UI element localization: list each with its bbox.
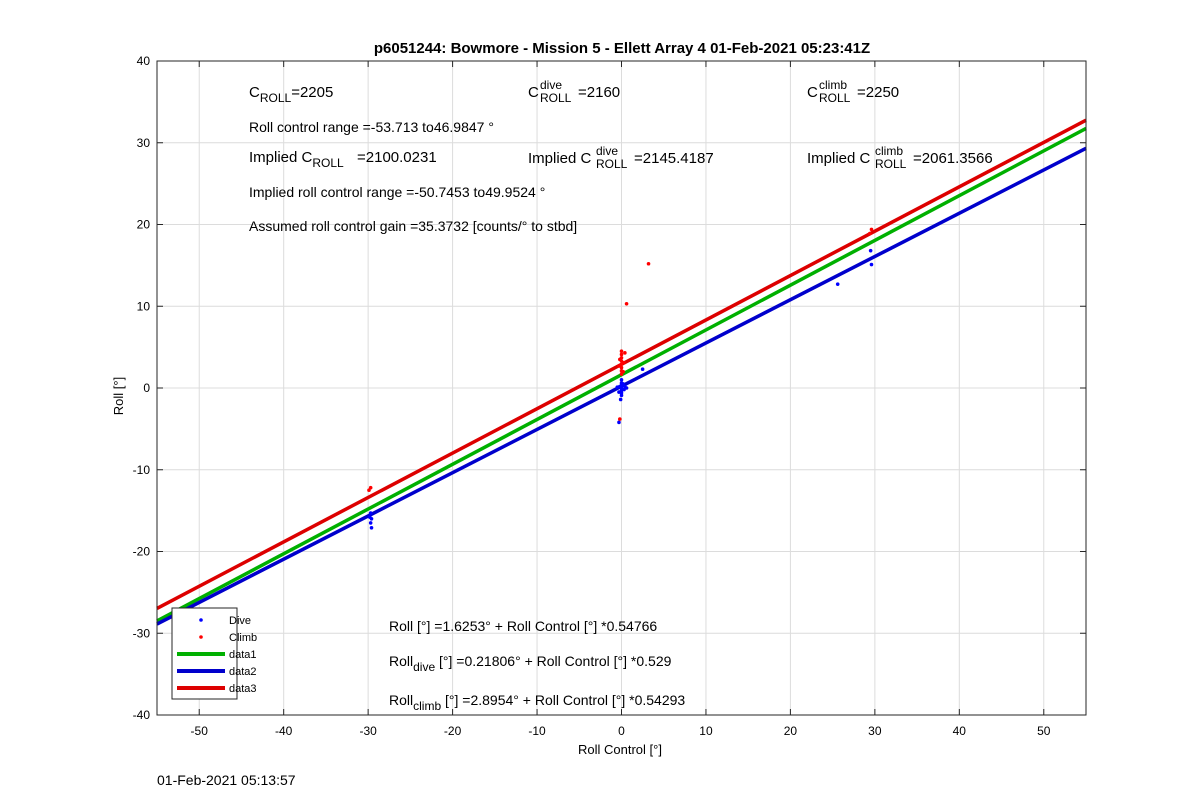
axis-ticks: -50 -40 -30 -20 -10 0 10 20 30 40 50 -40 -30 -20 -10 0 1… <box>133 54 1086 738</box>
x-tick-label: -20 <box>444 724 462 738</box>
annotation-fit-dive: Rolldive [°] =0.21806° + Roll Control [°… <box>389 653 672 674</box>
point-climb <box>622 360 626 365</box>
annotation-assumed-gain: Assumed roll control gain =35.3732 [coun… <box>249 218 577 234</box>
point-dive <box>835 282 840 286</box>
legend-label-climb: Climb <box>229 632 257 644</box>
x-tick-label: 50 <box>1037 724 1051 738</box>
point-climb <box>368 485 373 490</box>
point-climb <box>618 417 622 421</box>
y-tick-label: 30 <box>137 136 151 150</box>
x-tick-label: 0 <box>618 724 625 738</box>
legend-marker-climb <box>199 635 203 639</box>
point-climb <box>619 352 624 357</box>
point-climb <box>646 261 651 266</box>
annotation-c-roll-dive: Cdive ROLL =2160 <box>528 78 620 105</box>
legend: Dive Climb data1 data2 data3 <box>171 607 257 700</box>
x-tick-label: 20 <box>784 724 798 738</box>
point-dive <box>368 515 372 519</box>
point-climb <box>867 231 872 236</box>
point-dive <box>368 511 373 515</box>
point-climb <box>869 227 874 232</box>
point-dive <box>868 248 873 253</box>
y-tick-label: 20 <box>137 218 151 232</box>
legend-marker-dive <box>199 618 203 622</box>
point-climb <box>624 301 629 306</box>
point-dive <box>640 367 645 371</box>
legend-label-data1: data1 <box>229 649 257 661</box>
y-tick-label: -40 <box>133 708 151 722</box>
annotation-implied-c-roll: Implied CROLL =2100.0231 <box>249 149 437 170</box>
point-climb <box>618 357 622 362</box>
annotation-fit-all: Roll [°] =1.6253° + Roll Control [°] *0.… <box>389 618 657 634</box>
y-tick-label: 0 <box>143 381 150 395</box>
y-tick-label: -20 <box>133 545 151 559</box>
x-tick-label: 40 <box>953 724 967 738</box>
annotation-implied-roll-control-range: Implied roll control range =-50.7453 to4… <box>249 184 545 200</box>
footer-timestamp: 01-Feb-2021 05:13:57 <box>157 772 296 788</box>
point-dive <box>615 385 620 389</box>
legend-label-data3: data3 <box>229 683 257 695</box>
x-tick-label: 30 <box>868 724 882 738</box>
point-dive <box>617 420 621 425</box>
x-tick-label: -30 <box>359 724 377 738</box>
x-tick-label: -10 <box>528 724 546 738</box>
x-tick-label: -40 <box>275 724 293 738</box>
y-tick-label: -10 <box>133 463 151 477</box>
annotation-roll-control-range: Roll control range =-53.713 to46.9847 ° <box>249 119 494 135</box>
point-dive <box>624 386 629 390</box>
annotation-fit-climb: Rollclimb [°] =2.8954° + Roll Control [°… <box>389 692 685 713</box>
point-climb <box>621 369 625 374</box>
scatter-points <box>367 227 874 530</box>
legend-label-dive: Dive <box>229 615 251 627</box>
point-dive <box>869 262 874 267</box>
x-tick-label: 10 <box>699 724 713 738</box>
point-dive <box>369 525 374 530</box>
y-tick-label: -30 <box>133 626 151 640</box>
point-climb <box>619 349 624 354</box>
annotation-c-roll: CROLL=2205 <box>249 84 333 105</box>
point-climb <box>617 364 621 368</box>
annotation-c-roll-climb: Cclimb ROLL =2250 <box>807 78 899 105</box>
point-dive <box>368 521 373 525</box>
y-axis-label: Roll [°] <box>111 377 126 415</box>
point-dive <box>618 397 623 402</box>
y-tick-label: 10 <box>137 299 151 313</box>
point-dive <box>617 390 621 394</box>
point-climb <box>623 351 627 355</box>
x-tick-label: -50 <box>191 724 209 738</box>
point-dive <box>619 393 624 398</box>
y-tick-label: 40 <box>137 54 151 68</box>
point-dive <box>619 378 624 382</box>
x-axis-label: Roll Control [°] <box>578 742 662 757</box>
plot-area <box>156 60 1087 716</box>
chart-title: p6051244: Bowmore - Mission 5 - Ellett A… <box>374 40 870 57</box>
legend-label-data2: data2 <box>229 666 257 678</box>
